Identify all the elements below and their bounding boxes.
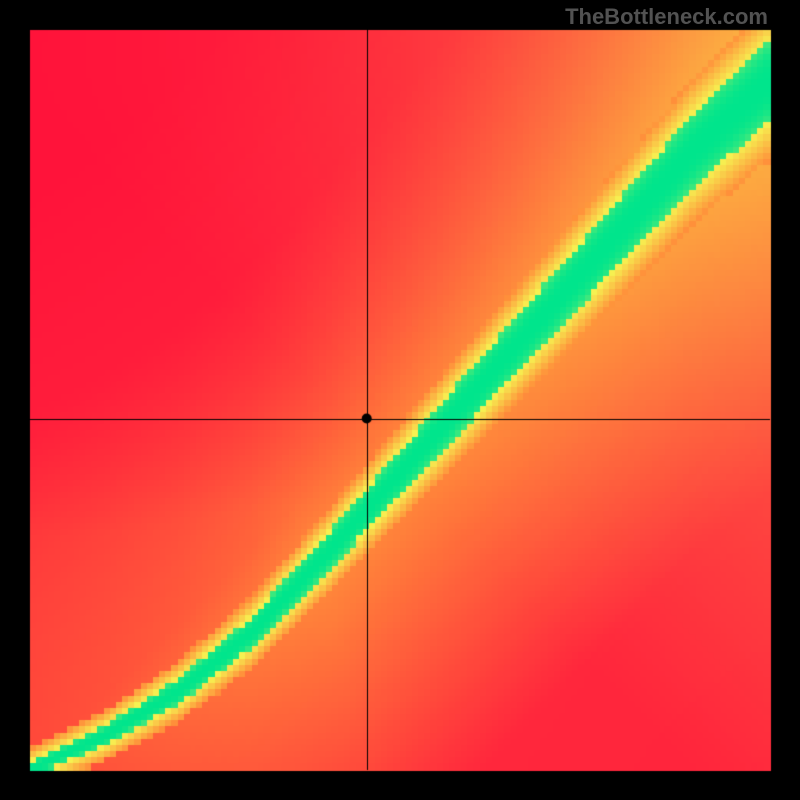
chart-container: TheBottleneck.com (0, 0, 800, 800)
bottleneck-heatmap-canvas (0, 0, 800, 800)
watermark-text: TheBottleneck.com (565, 4, 768, 30)
